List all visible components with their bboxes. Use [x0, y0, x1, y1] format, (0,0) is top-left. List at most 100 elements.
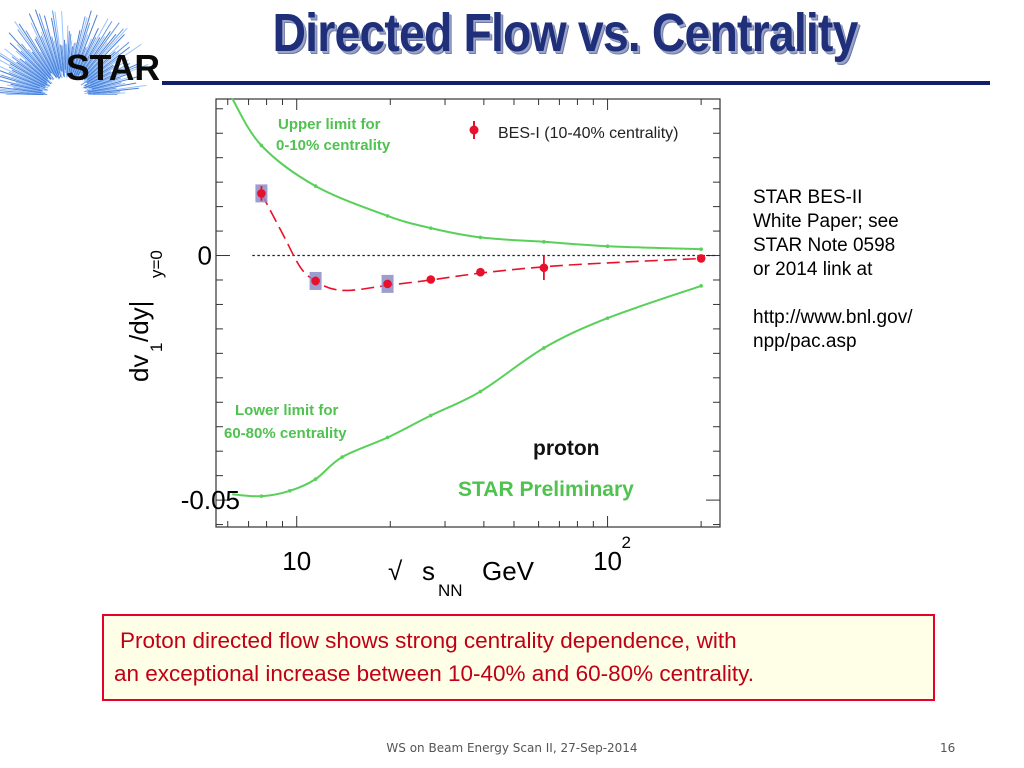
starburst-ray — [43, 15, 62, 78]
starburst-ray — [77, 37, 101, 77]
data-point — [696, 254, 706, 263]
lower-limit-point — [478, 389, 483, 394]
data-point — [311, 276, 320, 286]
starburst-ray — [84, 64, 142, 89]
starburst-ray — [84, 84, 147, 95]
starburst-ray — [15, 82, 48, 92]
starburst-ray — [0, 59, 50, 88]
lower-limit-label-line2: 60-80% centrality — [224, 425, 347, 442]
lower-limit-point — [428, 413, 433, 418]
starburst-ray — [4, 48, 47, 81]
starburst-ray — [78, 22, 120, 78]
starburst-graphic — [0, 9, 149, 95]
data-point — [426, 275, 436, 284]
starburst-ray — [81, 58, 104, 81]
lower-limit-label-line1: Lower limit for — [235, 402, 339, 419]
starburst-ray — [0, 75, 40, 89]
y-axis-label: dv 1 /dy| y=0 — [124, 250, 166, 382]
starburst-ray — [85, 41, 130, 80]
legend-label: BES-I (10-40% centrality) — [498, 125, 679, 142]
starburst-ray — [40, 31, 58, 74]
callout-line-1: Proton directed flow shows strong centra… — [120, 628, 737, 653]
starburst-ray — [51, 17, 62, 72]
lower-limit-point — [385, 435, 390, 440]
x-tick-label-1: 10 — [593, 546, 622, 576]
legend-marker — [469, 125, 479, 135]
starburst-ray — [35, 36, 58, 79]
starburst-ray — [90, 77, 121, 89]
upper-limit-point — [605, 244, 610, 249]
starburst-ray — [68, 46, 73, 77]
starburst-ray — [85, 63, 149, 89]
starburst-ray — [0, 86, 46, 94]
starburst-ray — [16, 61, 48, 84]
starburst-ray — [71, 17, 88, 75]
starburst-ray — [78, 36, 106, 76]
starburst-ray — [82, 42, 108, 76]
side-note: STAR BES-II White Paper; see STAR Note 0… — [753, 186, 1013, 354]
starburst-ray — [86, 65, 115, 84]
starburst-ray — [84, 43, 142, 84]
starburst-ray — [28, 13, 59, 78]
side-note-url-line-1[interactable]: http://www.bnl.gov/ — [753, 307, 913, 328]
side-note-url-line-2[interactable]: npp/pac.asp — [753, 331, 857, 352]
starburst-ray — [7, 84, 44, 93]
starburst-ray — [88, 73, 129, 89]
lower-limit-label: Lower limit for 60-80% centrality — [224, 402, 347, 442]
logo-text: STAR — [66, 47, 160, 88]
starburst-ray — [82, 34, 125, 79]
lower-limit-point — [340, 455, 344, 459]
starburst-ray — [38, 13, 60, 75]
starburst-ray — [0, 54, 51, 87]
starburst-ray — [84, 82, 122, 93]
starburst-ray — [9, 42, 49, 80]
starburst-ray — [86, 87, 117, 94]
starburst-ray — [72, 47, 87, 79]
lower-limit-point — [605, 316, 610, 320]
lower-limit-point — [542, 346, 546, 350]
side-note-spacer — [753, 282, 1013, 306]
starburst-ray — [21, 43, 52, 80]
upper-limit-label: Upper limit for 0-10% centrality — [276, 116, 391, 154]
footer-text: WS on Beam Energy Scan II, 27-Sep-2014 — [386, 741, 638, 755]
upper-limit-point — [542, 240, 546, 244]
starburst-ray — [73, 22, 91, 73]
starburst-ray — [14, 21, 52, 75]
markers — [255, 143, 706, 498]
starburst-ray — [24, 60, 50, 82]
starburst-ray — [86, 76, 131, 91]
starburst-ray — [0, 52, 50, 86]
starburst-ray — [15, 50, 53, 84]
upper-limit-label-line1: Upper limit for — [278, 116, 381, 133]
data-point — [383, 279, 392, 289]
starburst-ray — [45, 29, 60, 74]
starburst-ray — [75, 37, 97, 77]
starburst-ray — [92, 91, 121, 95]
star-logo: STAR — [0, 9, 160, 95]
starburst-ray — [64, 39, 66, 70]
conclusion-callout: Proton directed flow shows strong centra… — [102, 614, 935, 701]
lower-limit-point — [313, 477, 318, 481]
y-axis-label-sub2: y=0 — [147, 250, 166, 278]
starburst-ray — [80, 31, 111, 74]
x-tick-label-0: 10 — [282, 546, 311, 576]
data-point — [476, 267, 485, 277]
starburst-ray — [76, 18, 109, 76]
starburst-ray — [73, 27, 99, 80]
starburst-ray — [0, 74, 48, 91]
starburst-ray — [0, 79, 44, 91]
starburst-ray — [30, 22, 56, 74]
starburst-ray — [40, 51, 55, 76]
starburst-ray — [8, 32, 52, 80]
starburst-ray — [8, 66, 46, 86]
x-tick-label-1-exponent: 2 — [622, 533, 631, 552]
side-note-line-4: or 2014 link at — [753, 259, 873, 280]
starburst-ray — [84, 71, 111, 87]
starburst-ray — [83, 52, 120, 82]
x-axis-label-main: s — [422, 556, 435, 586]
starburst-ray — [0, 90, 48, 95]
starburst-ray — [17, 29, 55, 80]
starburst-ray — [53, 40, 63, 79]
starburst-ray — [87, 92, 126, 95]
axis-ticks — [216, 99, 720, 527]
